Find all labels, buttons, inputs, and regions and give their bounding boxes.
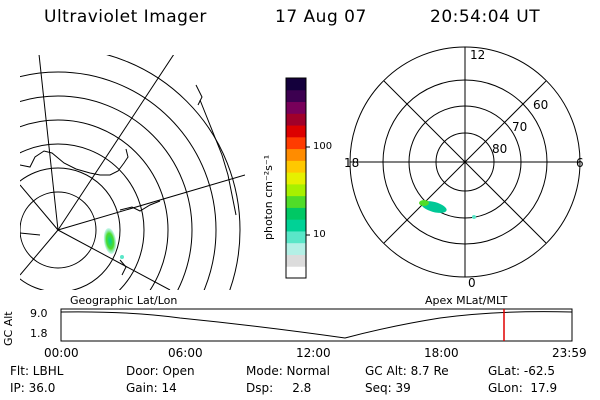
colorbar-unit-label: photon cm⁻²s⁻¹ (262, 154, 275, 240)
gc-alt-status: GC Alt: 8.7 Re (365, 364, 449, 378)
aurora-emission (120, 255, 124, 259)
colorbar-band (286, 242, 306, 255)
colorbar-band (286, 78, 306, 91)
mlt-label-6: 6 (576, 156, 584, 170)
colorbar-band (286, 230, 306, 244)
lat-circle (20, 143, 145, 290)
mlt-label-12: 12 (470, 48, 485, 62)
door-status: Door: Open (126, 364, 195, 378)
mlt-label-18: 18 (344, 156, 359, 170)
altitude-curve (60, 311, 573, 339)
colorbar-band (286, 172, 306, 185)
colorbar-band (286, 136, 306, 150)
polar-axis (383, 80, 547, 244)
coastline (195, 84, 203, 106)
lon-line (57, 229, 171, 290)
lon-line (57, 174, 245, 231)
colorbar-band (286, 113, 306, 126)
seq-status: Seq: 39 (365, 381, 411, 395)
colorbar-band (286, 183, 306, 197)
polar-plot: 12 18 6 0 60 70 80 (344, 46, 584, 290)
colorbar-band (286, 207, 306, 220)
lat-circle (20, 119, 169, 290)
lon-line (38, 55, 59, 231)
timeline-x-tick: 23:59 (552, 346, 587, 360)
glat-status: GLat: -62.5 (488, 364, 555, 378)
coastline (199, 99, 237, 216)
colorbar-band (286, 254, 306, 267)
mlat-label-70: 70 (512, 120, 527, 134)
aurora-emission (472, 215, 476, 219)
timeline-x-tick: 06:00 (168, 346, 203, 360)
coastline (119, 259, 127, 276)
aurora-emission (419, 200, 429, 206)
ip-status: IP: 36.0 (10, 381, 56, 395)
colorbar-band (286, 266, 306, 279)
lon-line (20, 229, 59, 276)
timeline-x-tick: 18:00 (424, 346, 459, 360)
timeline-axis-label: GC Alt (2, 311, 15, 346)
timeline-y-tick: 1.8 (30, 327, 48, 340)
mode-status: Mode: Normal (246, 364, 330, 378)
aurora-emission (103, 228, 117, 254)
lat-circle (20, 71, 217, 290)
altitude-timeline (60, 308, 573, 342)
coastline (119, 200, 161, 212)
colorbar-band (286, 148, 306, 161)
apex-caption: Apex MLat/MLT (425, 294, 508, 307)
colorbar-band (286, 89, 306, 103)
lon-line (20, 184, 59, 231)
time-label: 20:54:04 UT (430, 7, 541, 27)
colorbar-band (286, 125, 306, 138)
geographic-caption: Geographic Lat/Lon (70, 294, 178, 307)
colorbar-tick-label: 10 (313, 229, 326, 240)
mlat-label-60: 60 (533, 98, 548, 112)
lat-circle (20, 167, 121, 290)
dsp-status: Dsp: 2.8 (246, 381, 312, 395)
lon-line (57, 55, 175, 231)
colorbar-band (286, 195, 306, 208)
geographic-map (20, 55, 245, 290)
mlt-label-0: 0 (468, 276, 476, 290)
colorbar-band (286, 101, 306, 114)
lat-circle (20, 191, 97, 269)
coastline (20, 232, 41, 236)
glon-status: GLon: 17.9 (488, 381, 558, 395)
timeline-y-tick: 9.0 (30, 307, 48, 320)
lat-circle (106, 55, 241, 290)
timeline-x-tick: 12:00 (296, 346, 331, 360)
lat-circle (20, 95, 193, 290)
date-label: 17 Aug 07 (275, 7, 367, 27)
mlat-label-80: 80 (492, 142, 507, 156)
instrument-title: Ultraviolet Imager (44, 7, 207, 27)
colorbar-band (286, 160, 306, 173)
colorbar-band (286, 219, 306, 232)
gain-status: Gain: 14 (126, 381, 177, 395)
filter-status: Flt: LBHL (10, 364, 64, 378)
timeline-x-tick: 00:00 (44, 346, 79, 360)
colorbar-tick-label: 100 (313, 141, 333, 152)
coastline (20, 148, 129, 176)
colorbar (285, 77, 310, 279)
